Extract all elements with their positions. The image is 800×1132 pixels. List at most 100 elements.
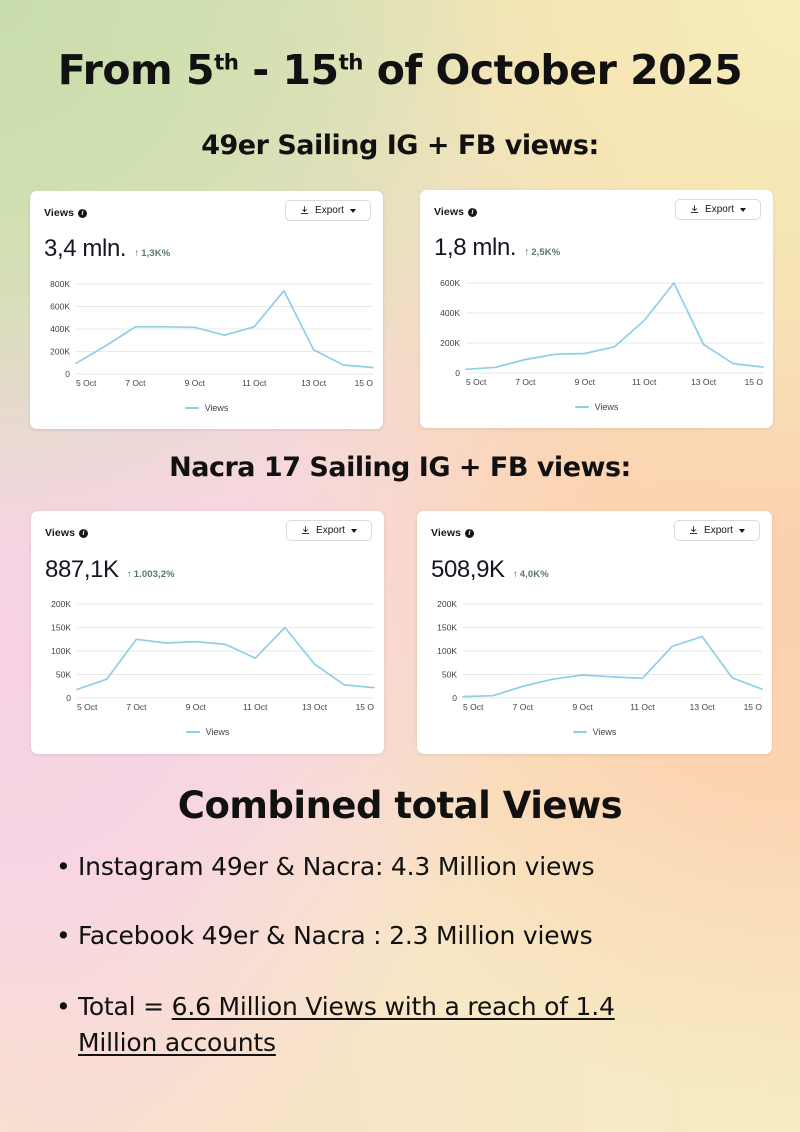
summary-total-emphasis-line1: 6.6 Million Views with a reach of 1.4 (171, 992, 615, 1021)
svg-text:9 Oct: 9 Oct (572, 702, 593, 712)
legend-label: Views (205, 727, 230, 737)
card-title: Views i (434, 206, 478, 218)
card-header: Views i Export (31, 511, 384, 549)
svg-text:50K: 50K (56, 670, 71, 680)
arrow-up-icon: ↑ (512, 569, 518, 580)
page-title-ordinal-2: th (338, 50, 364, 76)
combined-total-heading: Combined total Views (177, 784, 623, 827)
page-title-ordinal-1: th (214, 50, 239, 76)
svg-text:5 Oct: 5 Oct (463, 702, 484, 712)
svg-text:5 Oct: 5 Oct (77, 702, 98, 712)
svg-text:100K: 100K (51, 646, 71, 656)
export-button[interactable]: Export (675, 199, 761, 220)
info-icon[interactable]: i (465, 528, 475, 538)
svg-text:7 Oct: 7 Oct (126, 702, 147, 712)
card-title-label: Views (44, 207, 75, 219)
metric-row: 887,1K ↑ 1.003,2% (45, 556, 175, 584)
legend-label: Views (204, 403, 229, 413)
metric-delta: ↑ 2,5K% (524, 247, 560, 258)
section-heading-49er: 49er Sailing IG + FB views: (201, 130, 599, 161)
arrow-up-icon: ↑ (134, 248, 140, 259)
svg-text:200K: 200K (440, 338, 460, 348)
card-title: Views i (45, 527, 89, 539)
line-chart: 0 50K 100K 150K 200K 5 Oct 7 Oct 9 Oct 11 Oct 13 … (31, 591, 384, 715)
svg-text:600K: 600K (50, 302, 70, 312)
download-icon (690, 205, 699, 213)
views-card-nacra-instagram: Views i Export 887,1K ↑ 1.003,2% 0 50K 100… (31, 511, 384, 754)
svg-text:11 Oct: 11 Oct (242, 378, 267, 388)
card-header: Views i Export (30, 191, 383, 229)
svg-text:13 Oct: 13 Oct (301, 378, 327, 388)
svg-text:400K: 400K (50, 324, 70, 334)
metric-delta-value: 2,5K% (531, 247, 561, 258)
metric-value: 508,9K (431, 556, 505, 583)
summary-bullet-text: Instagram 49er & Nacra: 4.3 Million view… (78, 852, 595, 881)
export-button-label: Export (705, 204, 734, 215)
chevron-down-icon (738, 528, 745, 533)
download-icon (689, 526, 698, 534)
views-card-49er-facebook: Views i Export 1,8 mln. ↑ 2,5K% 0 200K 400… (420, 190, 773, 428)
svg-text:15 O: 15 O (745, 377, 764, 387)
svg-text:0: 0 (452, 693, 457, 703)
info-icon[interactable]: i (78, 208, 88, 218)
export-button[interactable]: Export (285, 200, 371, 221)
card-header: Views i Export (420, 190, 773, 228)
svg-text:100K: 100K (437, 646, 457, 656)
arrow-up-icon: ↑ (126, 569, 132, 580)
page-title-mid: - 15 (238, 46, 339, 94)
legend-label: Views (592, 727, 617, 737)
svg-text:13 Oct: 13 Oct (302, 702, 328, 712)
summary-bullet-text: Facebook 49er & Nacra : 2.3 Million view… (78, 921, 593, 950)
export-button-label: Export (315, 205, 344, 216)
card-title-label: Views (431, 527, 462, 539)
page-title-prefix: From 5 (57, 46, 215, 94)
card-title: Views i (431, 527, 475, 539)
metric-delta: ↑ 1.003,2% (127, 569, 175, 580)
metric-row: 508,9K ↑ 4,0K% (431, 556, 549, 584)
svg-text:5 Oct: 5 Oct (466, 377, 487, 387)
metric-row: 3,4 mln. ↑ 1,3K% (44, 235, 170, 263)
svg-text:0: 0 (65, 369, 70, 379)
card-title: Views i (44, 207, 88, 219)
page-title-suffix: of October 2025 (362, 46, 743, 94)
info-icon[interactable]: i (79, 528, 89, 538)
line-chart: 0 200K 400K 600K 800K 5 Oct 7 Oct 9 Oct 11 Oct 13… (30, 269, 383, 391)
info-icon[interactable]: i (468, 207, 478, 217)
card-header: Views i Export (417, 511, 772, 549)
export-button-label: Export (704, 525, 733, 536)
svg-text:200K: 200K (50, 347, 70, 357)
chevron-down-icon (350, 528, 357, 533)
legend-swatch (574, 405, 589, 409)
svg-text:7 Oct: 7 Oct (515, 377, 536, 387)
svg-text:15 O: 15 O (744, 702, 763, 712)
svg-text:9 Oct: 9 Oct (185, 378, 206, 388)
export-button[interactable]: Export (674, 520, 760, 541)
svg-text:50K: 50K (442, 670, 457, 680)
svg-text:9 Oct: 9 Oct (575, 377, 596, 387)
summary-bullet-total: • Total = 6.6 Million Views with a reach … (56, 989, 756, 1060)
chevron-down-icon (739, 207, 746, 212)
chart-legend: Views (30, 403, 383, 413)
export-button-label: Export (316, 525, 345, 536)
export-button[interactable]: Export (286, 520, 372, 541)
svg-text:13 Oct: 13 Oct (690, 702, 716, 712)
bullet-marker: • (56, 921, 71, 950)
section-heading-nacra: Nacra 17 Sailing IG + FB views: (169, 452, 631, 483)
legend-swatch (185, 730, 200, 734)
svg-text:150K: 150K (51, 623, 71, 633)
line-chart: 0 200K 400K 600K 5 Oct 7 Oct 9 Oct 11 Oct 13 Oct… (420, 268, 773, 390)
svg-text:200K: 200K (51, 599, 71, 609)
svg-text:0: 0 (455, 368, 460, 378)
svg-text:5 Oct: 5 Oct (76, 378, 97, 388)
svg-text:7 Oct: 7 Oct (125, 378, 146, 388)
svg-text:400K: 400K (440, 308, 460, 318)
metric-value: 887,1K (45, 556, 119, 583)
svg-text:150K: 150K (437, 623, 457, 633)
svg-text:800K: 800K (50, 279, 70, 289)
download-icon (300, 206, 309, 214)
page-title: From 5th - 15th of October 2025 (0, 46, 800, 94)
legend-swatch (572, 730, 587, 734)
line-chart: 0 50K 100K 150K 200K 5 Oct 7 Oct 9 Oct 11 Oct 13 … (417, 591, 772, 715)
svg-text:7 Oct: 7 Oct (513, 702, 534, 712)
